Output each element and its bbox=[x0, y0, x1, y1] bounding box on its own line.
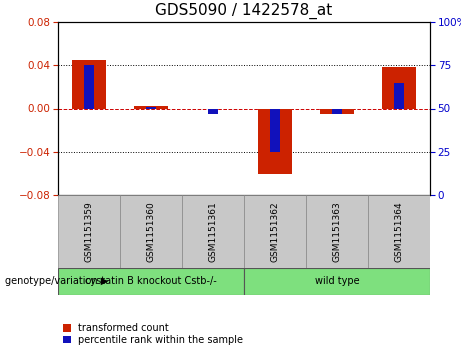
Bar bbox=[394, 82, 404, 109]
Bar bbox=[382, 68, 416, 109]
Bar bbox=[146, 107, 156, 109]
Bar bbox=[72, 60, 106, 109]
Bar bbox=[270, 109, 280, 152]
Bar bbox=[244, 195, 306, 268]
Bar bbox=[58, 195, 120, 268]
Bar bbox=[120, 195, 182, 268]
Text: GSM1151361: GSM1151361 bbox=[208, 201, 218, 262]
Text: wild type: wild type bbox=[315, 277, 359, 286]
Text: GSM1151360: GSM1151360 bbox=[147, 201, 155, 262]
Legend: transformed count, percentile rank within the sample: transformed count, percentile rank withi… bbox=[63, 323, 243, 345]
Bar bbox=[134, 106, 168, 109]
Bar bbox=[258, 109, 292, 175]
Bar bbox=[332, 109, 342, 114]
Title: GDS5090 / 1422578_at: GDS5090 / 1422578_at bbox=[155, 3, 333, 19]
Text: GSM1151364: GSM1151364 bbox=[395, 201, 403, 262]
Text: GSM1151362: GSM1151362 bbox=[271, 201, 279, 262]
Bar bbox=[306, 195, 368, 268]
Bar bbox=[320, 109, 354, 114]
Text: cystatin B knockout Cstb-/-: cystatin B knockout Cstb-/- bbox=[85, 277, 217, 286]
Text: GSM1151363: GSM1151363 bbox=[332, 201, 342, 262]
Text: GSM1151359: GSM1151359 bbox=[84, 201, 94, 262]
Bar bbox=[244, 268, 430, 295]
Bar bbox=[208, 109, 218, 114]
Text: genotype/variation ▶: genotype/variation ▶ bbox=[5, 277, 108, 286]
Bar bbox=[84, 65, 94, 109]
Bar bbox=[368, 195, 430, 268]
Bar bbox=[182, 195, 244, 268]
Bar bbox=[58, 268, 244, 295]
